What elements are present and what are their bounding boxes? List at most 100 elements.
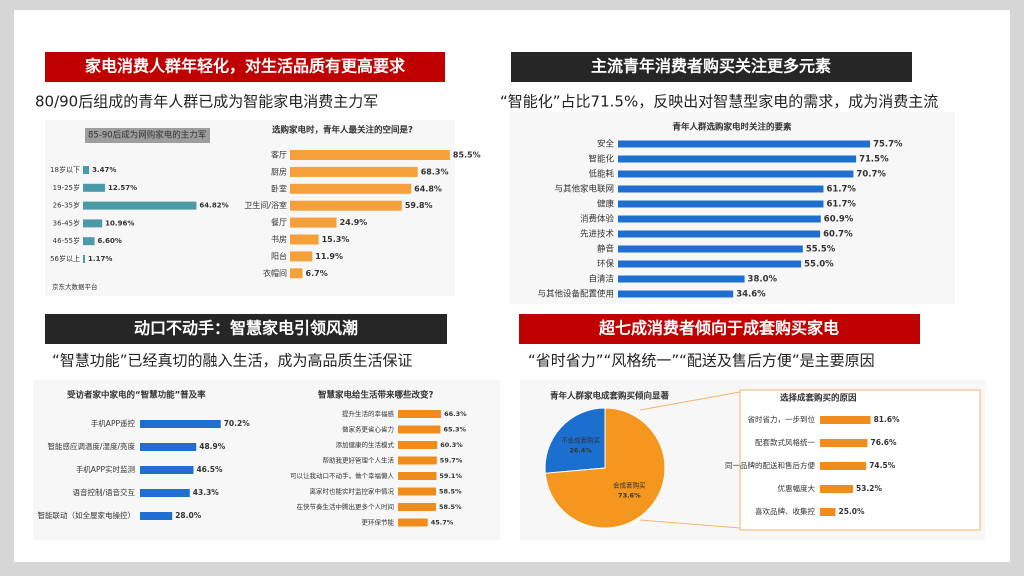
bar (398, 518, 428, 527)
reason-box (739, 389, 981, 531)
value-label: 64.8% (414, 184, 442, 193)
bar (140, 420, 221, 428)
banner-text: 主流青年消费者购买关注更多元素 (591, 57, 831, 76)
category-label: 提升生活的幸福感 (342, 409, 395, 418)
value-label: 58.5% (439, 503, 462, 511)
pie-slice (544, 407, 606, 474)
category-label: 更环保节能 (362, 518, 395, 527)
value-label: 58.5% (439, 488, 462, 496)
category-label: 厨房 (271, 166, 287, 176)
value-label: 70.2% (224, 419, 251, 428)
category-label: 消费体验 (580, 214, 615, 225)
value-label: 43.3% (193, 488, 220, 497)
category-label: 18岁以下 (50, 165, 80, 174)
value-label: 6.7% (306, 269, 328, 278)
category-label: 客厅 (271, 150, 287, 160)
value-label: 66.3% (444, 410, 467, 418)
bar (83, 237, 95, 246)
chart-title: 选购家电时，青年人最关注的空间是? (272, 125, 413, 136)
category-label: 与其他设备配置使用 (537, 289, 614, 300)
value-label: 59.1% (439, 472, 462, 480)
category-label: 智能感应调温度/湿度/亮度 (47, 441, 135, 451)
category-label: 语音控制/语音交互 (72, 487, 135, 497)
category-label: 阳台 (271, 251, 287, 261)
category-label: 56岁以上 (50, 254, 80, 263)
value-label: 25.0% (839, 507, 866, 516)
bar (618, 230, 821, 238)
bar (398, 487, 437, 496)
bar (618, 155, 857, 163)
bar (140, 466, 194, 474)
bar (290, 217, 337, 228)
bar (618, 185, 824, 193)
category-label: 做家务更省心省力 (342, 425, 394, 434)
banner-text: 超七成消费者倾向于成套购买家电 (598, 319, 839, 338)
slice-value: 26.4% (569, 447, 592, 455)
bar (290, 251, 313, 262)
chart-title: 青年人群家电成套购买倾向显著 (550, 391, 670, 402)
value-label: 12.57% (108, 184, 137, 192)
value-label: 61.7% (826, 185, 856, 195)
bar (618, 170, 854, 178)
connector (639, 391, 741, 411)
category-label: 安全 (597, 139, 615, 150)
bar (618, 245, 803, 253)
pie-slice (544, 407, 666, 529)
value-label: 60.7% (823, 230, 853, 240)
value-label: 24.9% (340, 218, 368, 227)
value-label: 46.5% (196, 465, 223, 474)
value-label: 74.5% (869, 461, 896, 470)
value-label: 65.3% (443, 426, 466, 434)
category-label: 可以让我动口不动手，做个幸福懒人 (290, 471, 395, 480)
value-label: 28.0% (175, 511, 202, 520)
value-label: 71.5% (859, 155, 889, 165)
bar (290, 200, 402, 211)
category-label: 手机APP遥控 (91, 418, 136, 428)
source: 京东大数据平台 (52, 282, 98, 291)
chart-title: 青年人群选购家电时关注的要素 (672, 122, 792, 133)
value-label: 34.6% (736, 290, 766, 300)
value-label: 76.6% (870, 438, 897, 447)
subtitle: 80/90后组成的青年人群已成为智能家电消费主力军 (35, 93, 378, 111)
bar (398, 441, 438, 449)
bar (618, 200, 824, 208)
slice-label: 会成套购买 (613, 480, 646, 489)
value-label: 53.2% (856, 484, 883, 493)
subtitle: “智能化”占比71.5%，反映出对智慧型家电的需求，成为消费主流 (500, 93, 938, 111)
category-label: 手机APP实时监测 (76, 464, 135, 474)
value-label: 64.82% (199, 202, 228, 210)
value-label: 85.5% (453, 151, 481, 160)
category-label: 省时省力，一步到位 (748, 414, 816, 424)
value-label: 55.5% (806, 245, 836, 255)
value-label: 3.47% (92, 166, 116, 174)
bar (820, 485, 853, 493)
category-label: 健康 (597, 199, 615, 210)
bar (820, 416, 871, 424)
category-label: 与其他家电联网 (554, 184, 614, 195)
category-label: 配套款式风格统一 (755, 437, 815, 447)
banner (511, 52, 912, 82)
bar (820, 462, 867, 470)
slice-label: 不会成套购买 (561, 436, 601, 445)
banner (45, 314, 447, 344)
chart-title: 智慧家电给生活带来哪些改变? (317, 390, 434, 401)
value-label: 11.9% (315, 252, 343, 261)
bar (290, 183, 412, 194)
bar (820, 508, 836, 516)
bar (140, 489, 190, 497)
bar (618, 215, 821, 223)
bar (398, 456, 437, 465)
bar (140, 512, 173, 520)
category-label: 衣帽间 (263, 268, 287, 278)
value-label: 59.8% (405, 201, 433, 210)
value-label: 55.0% (804, 260, 834, 270)
category-label: 帮助我更好管理个人生活 (323, 456, 395, 465)
banner (519, 314, 920, 344)
value-label: 68.3% (421, 167, 449, 176)
category-label: 环保 (597, 259, 615, 270)
bar (820, 439, 868, 447)
bar (83, 255, 86, 263)
connector (639, 519, 741, 529)
